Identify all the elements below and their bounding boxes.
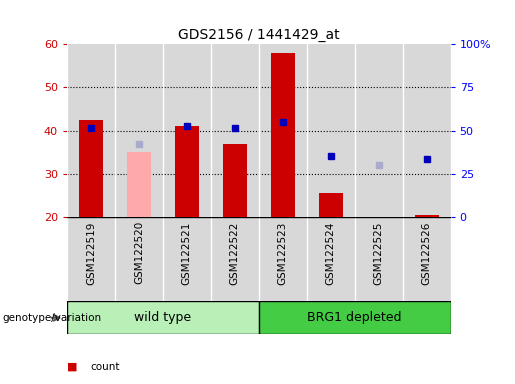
Text: wild type: wild type [134,311,192,324]
Text: GSM122524: GSM122524 [325,221,336,285]
Bar [259,301,451,334]
Text: BRG1 depleted: BRG1 depleted [307,311,402,324]
Text: count: count [90,362,119,372]
Text: GSM122522: GSM122522 [230,221,240,285]
Bar [415,215,439,217]
Bar [175,126,199,217]
Text: genotype/variation: genotype/variation [3,313,101,323]
Title: GDS2156 / 1441429_at: GDS2156 / 1441429_at [178,28,339,42]
Bar [271,53,295,217]
Text: GSM122525: GSM122525 [374,221,384,285]
Text: GSM122526: GSM122526 [422,221,432,285]
Text: GSM122519: GSM122519 [86,221,96,285]
Bar [127,152,151,217]
Bar [319,193,342,217]
Text: GSM122523: GSM122523 [278,221,288,285]
Bar [67,301,259,334]
Bar [223,144,247,217]
Text: GSM122520: GSM122520 [134,221,144,285]
Bar [79,120,103,217]
Text: GSM122521: GSM122521 [182,221,192,285]
Text: ■: ■ [67,362,77,372]
